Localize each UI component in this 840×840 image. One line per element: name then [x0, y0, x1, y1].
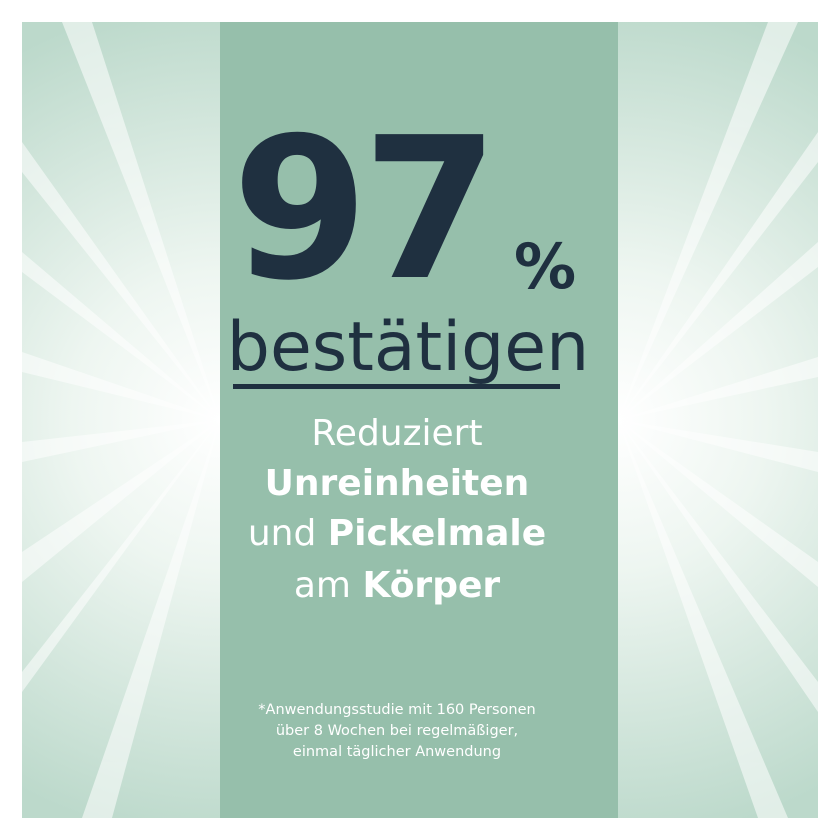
promo-card: [22, 22, 818, 818]
claim-line-2: Unreinheiten: [264, 463, 530, 504]
footnote-line-2: über 8 Wochen bei regelmäßiger,: [275, 723, 519, 739]
claim-line-3-bold: Pickelmale: [327, 513, 547, 554]
light-rays-left: [22, 22, 220, 818]
claim-line-4: am Körper: [198, 562, 596, 610]
divider: [233, 384, 560, 389]
claim-line-1: Reduziert: [311, 413, 483, 454]
claim-line-4-normal: am: [293, 565, 363, 606]
headline-verb: bestätigen: [226, 308, 590, 387]
headline-number: 97: [232, 96, 499, 324]
percent-sign: %: [514, 230, 577, 303]
claim-line-3-normal: und: [247, 513, 328, 554]
claim-line-4-bold: Körper: [362, 565, 501, 606]
green-panel: [220, 22, 618, 818]
footnote-line-1: *Anwendungsstudie mit 160 Personen: [258, 702, 536, 718]
footnote: *Anwendungsstudie mit 160 Personen über …: [198, 700, 596, 763]
light-rays-right: [618, 22, 818, 818]
footnote-line-3: einmal täglicher Anwendung: [292, 744, 502, 760]
claim-line-3: und Pickelmale: [198, 510, 596, 558]
